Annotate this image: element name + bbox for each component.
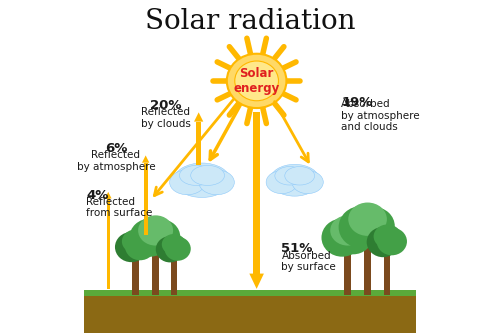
Text: Solar radiation: Solar radiation	[145, 8, 355, 35]
Ellipse shape	[292, 171, 324, 194]
Ellipse shape	[334, 219, 372, 254]
Ellipse shape	[227, 54, 286, 108]
Ellipse shape	[374, 224, 402, 248]
Bar	[344, 243, 352, 295]
Ellipse shape	[115, 232, 148, 262]
Ellipse shape	[162, 234, 186, 255]
Bar	[106, 198, 110, 289]
Text: Reflected
by atmosphere: Reflected by atmosphere	[76, 150, 155, 172]
Ellipse shape	[270, 164, 320, 196]
Ellipse shape	[130, 218, 170, 257]
Polygon shape	[194, 112, 203, 122]
Bar	[144, 163, 148, 235]
Text: 19%: 19%	[341, 96, 372, 109]
Ellipse shape	[377, 227, 407, 255]
Bar	[364, 233, 371, 295]
Text: Reflected
from surface: Reflected from surface	[86, 197, 152, 218]
Ellipse shape	[366, 227, 400, 257]
Ellipse shape	[170, 170, 205, 195]
Bar	[132, 252, 140, 295]
Ellipse shape	[266, 171, 298, 194]
Ellipse shape	[142, 219, 180, 254]
Text: Absorbed
by atmosphere
and clouds: Absorbed by atmosphere and clouds	[341, 99, 419, 132]
Text: Absorbed
by surface: Absorbed by surface	[282, 250, 336, 272]
Ellipse shape	[164, 237, 191, 261]
Bar	[84, 295, 415, 333]
Ellipse shape	[352, 207, 395, 245]
Ellipse shape	[285, 167, 314, 185]
Bar	[196, 122, 201, 165]
Bar	[84, 290, 415, 296]
Text: 6%: 6%	[104, 142, 127, 155]
Bar	[384, 246, 390, 295]
Ellipse shape	[122, 229, 150, 254]
Ellipse shape	[125, 232, 155, 260]
Polygon shape	[142, 155, 150, 163]
Ellipse shape	[330, 215, 365, 245]
Polygon shape	[105, 192, 112, 198]
Ellipse shape	[138, 215, 173, 245]
Ellipse shape	[190, 165, 224, 185]
Bar	[253, 112, 260, 274]
Polygon shape	[250, 274, 264, 289]
Text: Solar
energy: Solar energy	[234, 67, 280, 95]
Ellipse shape	[156, 236, 184, 263]
Bar	[152, 243, 159, 295]
Ellipse shape	[235, 61, 279, 101]
Text: Reflected
by clouds: Reflected by clouds	[140, 107, 190, 129]
Ellipse shape	[199, 170, 234, 195]
Ellipse shape	[338, 206, 384, 248]
Ellipse shape	[322, 218, 363, 257]
Ellipse shape	[275, 167, 304, 185]
Text: 4%: 4%	[86, 189, 108, 202]
Bar	[171, 253, 177, 295]
Ellipse shape	[180, 165, 213, 185]
Ellipse shape	[174, 163, 230, 197]
Text: 20%: 20%	[150, 99, 182, 112]
Text: 51%: 51%	[282, 242, 313, 255]
Ellipse shape	[348, 202, 387, 236]
